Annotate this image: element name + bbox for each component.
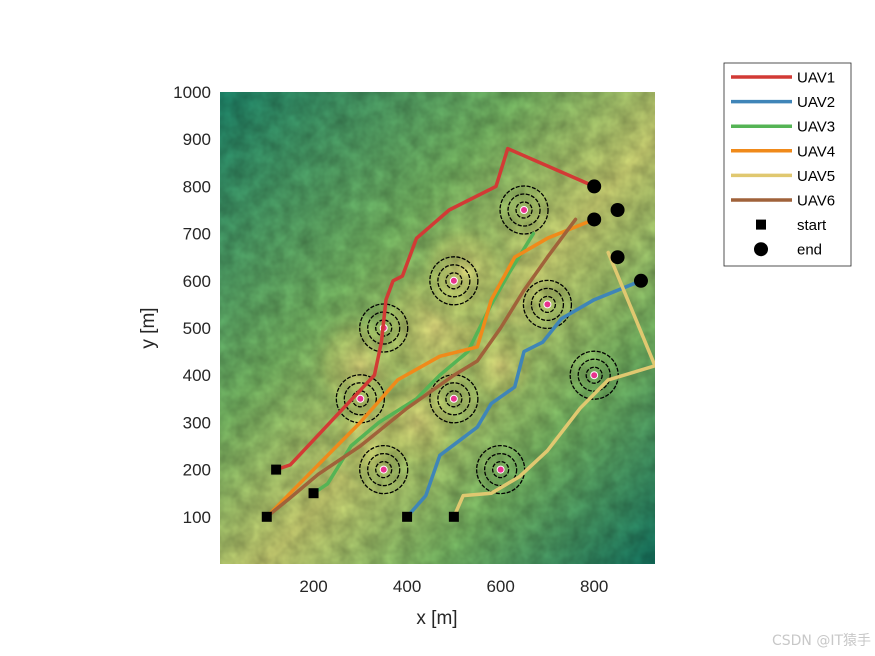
start-marker <box>271 464 282 475</box>
threat-ring <box>538 295 557 314</box>
series-line-uav1 <box>274 146 596 472</box>
threat-ring <box>445 272 463 290</box>
series-line-uav2 <box>405 279 643 519</box>
start-marker <box>402 511 413 522</box>
x-tick-label: 800 <box>580 577 608 596</box>
series-lines <box>265 146 655 519</box>
x-tick-label: 400 <box>393 577 421 596</box>
legend-label-uav2: UAV2 <box>797 94 835 111</box>
legend-box <box>723 62 852 267</box>
threat-ring <box>530 287 565 322</box>
series-line-uav6 <box>265 217 578 519</box>
threat-ring <box>429 256 479 306</box>
threat-center <box>520 206 529 214</box>
y-axis-ticks: 100 200 300 400 500 600 700 800 900 1000 <box>173 83 211 527</box>
legend-label-uav3: UAV3 <box>797 119 835 136</box>
markers <box>261 179 648 522</box>
series-line-uav5 <box>452 250 655 519</box>
watermark: CSDN @IT猿手 <box>771 633 871 649</box>
legend-end-marker <box>754 242 768 257</box>
threat-center <box>543 300 552 309</box>
series-line-uav3 <box>311 231 536 495</box>
threat-ring <box>445 390 463 408</box>
threat-ring <box>437 382 471 416</box>
threat-ring <box>359 303 409 353</box>
threat-center <box>496 465 505 474</box>
threat-ring <box>499 185 549 235</box>
legend-label-uav5: UAV5 <box>797 168 835 185</box>
end-marker <box>587 212 602 227</box>
terrain-texture <box>220 92 655 564</box>
threat-ring <box>577 358 611 392</box>
terrain-map <box>220 92 655 564</box>
series-line-uav4 <box>265 217 596 519</box>
threat-ring <box>491 460 510 479</box>
legend-items: UAV1 UAV2 UAV3 UAV4 UAV5 UAV6 start end <box>731 70 835 259</box>
threat-ring <box>585 366 603 384</box>
legend-label-uav6: UAV6 <box>797 193 835 210</box>
threat-center <box>590 371 599 380</box>
end-marker <box>587 179 602 194</box>
end-marker <box>633 273 648 288</box>
threat-center <box>449 276 458 285</box>
legend-label-end: end <box>797 242 822 259</box>
y-tick-label: 200 <box>183 461 211 480</box>
y-tick-label: 500 <box>183 319 211 338</box>
threat-center <box>356 394 365 403</box>
end-marker <box>610 203 625 217</box>
y-tick-label: 300 <box>183 413 211 432</box>
x-tick-label: 600 <box>486 577 514 596</box>
threat-ring <box>343 382 377 416</box>
x-tick-label: 200 <box>299 577 327 596</box>
y-tick-label: 400 <box>183 366 211 385</box>
threat-ring <box>335 374 385 424</box>
y-tick-label: 900 <box>183 130 211 149</box>
x-axis-label: x [m] <box>416 608 457 629</box>
threat-ring <box>507 193 541 227</box>
y-axis-label: y [m] <box>138 307 159 348</box>
legend-label-uav1: UAV1 <box>797 70 835 87</box>
threat-center <box>379 465 388 474</box>
threat-ring <box>375 460 393 479</box>
x-axis-ticks: 200 400 600 800 <box>299 577 608 596</box>
threat-ring <box>437 264 471 298</box>
y-tick-label: 100 <box>183 508 211 527</box>
threat-ring <box>483 452 518 487</box>
start-marker <box>308 488 319 499</box>
start-marker <box>448 511 459 522</box>
legend: UAV1 UAV2 UAV3 UAV4 UAV5 UAV6 start end <box>723 62 852 267</box>
legend-label-uav4: UAV4 <box>797 143 835 160</box>
y-tick-label: 700 <box>183 225 211 244</box>
end-marker <box>610 250 625 265</box>
legend-label-start: start <box>797 217 827 234</box>
threat-ring <box>367 452 401 487</box>
threat-ring <box>522 279 573 330</box>
y-tick-label: 1000 <box>173 83 211 102</box>
y-tick-label: 800 <box>183 177 211 196</box>
start-marker <box>261 511 272 522</box>
threat-ring <box>515 201 533 219</box>
y-tick-label: 600 <box>183 272 211 291</box>
legend-start-marker <box>756 219 766 230</box>
threat-center <box>449 394 458 403</box>
threat-ring <box>359 444 409 495</box>
